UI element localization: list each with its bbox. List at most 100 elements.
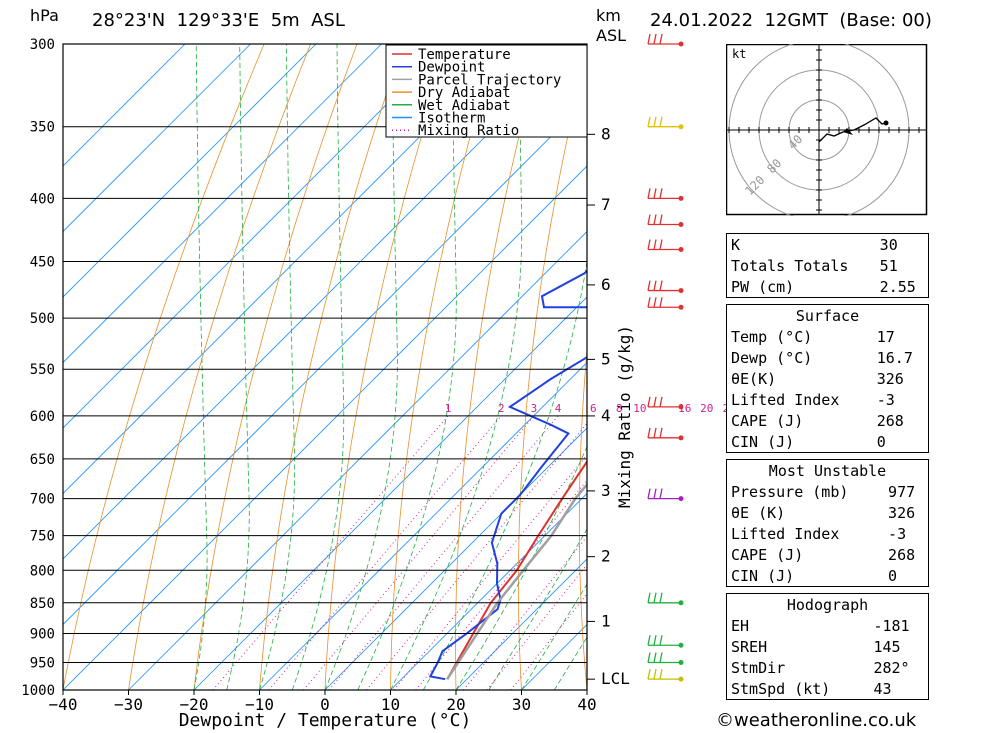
pressure-tick-label: 650	[30, 452, 55, 468]
hodograph-title: Hodograph	[727, 594, 928, 615]
legend-label: Mixing Ratio	[418, 123, 519, 139]
wind-barb	[648, 297, 684, 310]
wind-barb-flag	[648, 34, 650, 44]
wind-barb-flag	[660, 239, 662, 249]
mixing-ratio-label: 6	[590, 402, 597, 415]
wind-barb-flag	[654, 635, 656, 645]
wet-adiabat-line	[292, 44, 344, 690]
height-tick-label: 5	[601, 349, 611, 368]
stability-row-k: K 30	[727, 234, 928, 255]
wind-barb-dot	[679, 404, 684, 409]
wind-barb-flag	[660, 428, 662, 438]
mixing-ratio-label: 20	[700, 402, 713, 415]
height-tick-label: LCL	[601, 669, 630, 688]
pressure-tick-label: 400	[30, 191, 55, 207]
dry-adiabat-line	[325, 44, 450, 690]
footer-credit[interactable]: ©weatheronline.co.uk	[716, 710, 916, 731]
hodo-label: StmDir	[727, 657, 869, 678]
wind-barb-flag	[648, 117, 650, 127]
wind-barb-flag	[648, 188, 650, 198]
wind-barb-flag	[660, 489, 662, 499]
wet-adiabat-line	[260, 44, 295, 690]
mu-value: -3	[884, 523, 928, 544]
isotherm-line	[0, 44, 513, 690]
stability-label: Totals Totals	[727, 255, 876, 276]
wind-barb-flag	[654, 239, 656, 249]
mu-label: Lifted Index	[727, 523, 884, 544]
wind-barb-flag	[648, 593, 650, 603]
surface-panel: Surface Temp (°C) 17 Dewp (°C) 16.7 θE(K) 3…	[726, 304, 929, 453]
surface-label: Temp (°C)	[727, 326, 873, 347]
wind-barb-flag	[654, 188, 656, 198]
surface-value: 16.7	[873, 347, 928, 368]
surface-value: -3	[873, 389, 928, 410]
hodograph-unit-label: kt	[732, 47, 746, 61]
mixing-ratio-label: 3	[531, 402, 538, 415]
height-tick-label: 6	[601, 275, 611, 294]
mixing-ratio-line	[464, 416, 685, 690]
wind-barb-flag	[648, 652, 650, 662]
mixing-ratio-line	[329, 416, 558, 690]
mixing-ratio-label: 2	[498, 402, 505, 415]
dry-adiabat-line	[63, 44, 264, 690]
wind-barb-flag	[654, 652, 656, 662]
wind-barb-flag	[660, 593, 662, 603]
wind-barb-flag	[648, 489, 650, 499]
pressure-tick-label: 500	[30, 311, 55, 327]
mu-value: 0	[884, 565, 928, 586]
wind-barb-flag	[654, 428, 656, 438]
wind-barb-flag	[660, 117, 662, 127]
wind-barb-flag	[660, 297, 662, 307]
wind-barb-flag	[648, 239, 650, 249]
dry-adiabat-line	[518, 44, 589, 690]
dry-adiabat-line	[391, 44, 497, 690]
hodograph-endpoint	[884, 121, 889, 126]
surface-value: 17	[873, 326, 928, 347]
wind-barb	[648, 34, 684, 47]
mixing-ratio-line	[366, 416, 593, 690]
wind-barb-flag	[648, 428, 650, 438]
wind-barb-dot	[679, 247, 684, 252]
wet-adiabat-line	[358, 44, 457, 690]
wet-adiabat-line	[194, 44, 207, 690]
wind-barb-flag	[654, 215, 656, 225]
mu-value: 977	[884, 481, 928, 502]
pressure-tick-label: 450	[30, 255, 55, 271]
wind-barb	[648, 188, 684, 201]
wind-barb-dot	[679, 677, 684, 682]
wind-barb-flag	[660, 188, 662, 198]
mu-label: CAPE (J)	[727, 544, 884, 565]
x-tick-label: −30	[114, 695, 143, 714]
wind-barb-flag	[660, 215, 662, 225]
stability-value: 51	[876, 255, 928, 276]
stability-value: 2.55	[876, 276, 928, 297]
wind-barb-flag	[648, 669, 650, 679]
height-tick-label: 7	[601, 195, 611, 214]
dry-adiabat-line	[696, 44, 729, 690]
height-tick-label: 3	[601, 481, 611, 500]
wind-barb	[648, 215, 684, 228]
isotherm-line	[0, 44, 578, 690]
mu-label: CIN (J)	[727, 565, 884, 586]
wind-barb-dot	[679, 305, 684, 310]
hodo-value: -181	[869, 615, 928, 636]
dry-adiabat-line	[958, 44, 1000, 690]
wind-barb-flag	[654, 397, 656, 407]
wind-barb-flag	[660, 652, 662, 662]
stability-panel: K 30 Totals Totals 51 PW (cm) 2.55	[726, 233, 929, 298]
wind-barb	[648, 652, 684, 665]
mixing-ratio-label: 8	[616, 402, 623, 415]
surface-label: θE(K)	[727, 368, 873, 389]
hodograph-panel: Hodograph EH -181 SREH 145 StmDir 282° StmS…	[726, 593, 929, 700]
mixing-ratio-label: 1	[445, 402, 452, 415]
mu-value: 326	[884, 502, 928, 523]
isotherm-line	[0, 44, 447, 690]
isotherm-line	[129, 44, 775, 690]
surface-label: Lifted Index	[727, 389, 873, 410]
pressure-tick-label: 850	[30, 596, 55, 612]
stability-label: K	[727, 234, 876, 255]
pressure-tick-label: 950	[30, 655, 55, 671]
surface-value: 326	[873, 368, 928, 389]
stability-value: 30	[876, 234, 928, 255]
wind-barb-flag	[648, 281, 650, 291]
